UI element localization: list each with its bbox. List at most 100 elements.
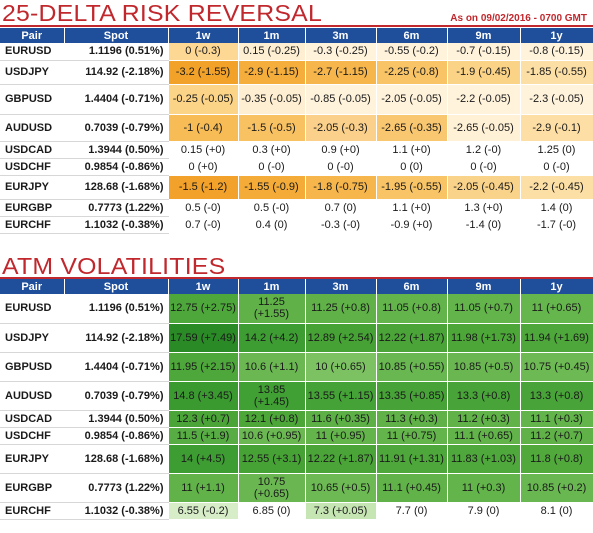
value-cell-1w: 11.5 (+1.9)	[168, 427, 239, 445]
value-text: 11.25 (+0.8)	[311, 302, 370, 315]
value-text: -0.8 (-0.15)	[529, 45, 584, 58]
table-row[interactable]: EURCHF 1.1032 (-0.38%) 6.55 (-0.2) 6.85 (0)…	[0, 502, 593, 520]
value-text: 0.15 (+0)	[180, 143, 226, 156]
value-text: -2.65 (-0.35)	[381, 121, 442, 134]
header-9m[interactable]: 9m	[447, 279, 521, 294]
table-row[interactable]: USDCHF 0.9854 (-0.86%) 0 (+0) 0 (-0) 0 (-0) 0…	[0, 158, 593, 176]
value-text: 11.83 (+1.03)	[451, 452, 516, 465]
value-cell-6m: -0.55 (-0.2)	[376, 43, 448, 61]
value-text: 11 (+0.95)	[315, 429, 366, 442]
pair-cell: USDCHF	[0, 158, 65, 176]
value-cell-1y: 11.2 (+0.7)	[520, 427, 593, 445]
table-row[interactable]: EURUSD 1.1196 (0.51%) 0 (-0.3) 0.15 (-0.25)…	[0, 43, 593, 61]
value-text: -1.95 (-0.55)	[381, 181, 442, 193]
spot-cell: 1.3944 (0.50%)	[64, 410, 169, 428]
value-cell-1y: 1.25 (0)	[520, 141, 593, 159]
table-row[interactable]: USDCAD 1.3944 (0.50%) 12.3 (+0.7) 12.1 (+0.…	[0, 410, 593, 428]
header-pair[interactable]: Pair	[0, 28, 65, 43]
value-text: -1.5 (-0.5)	[247, 121, 296, 134]
table-row[interactable]: AUDUSD 0.7039 (-0.79%) 14.8 (+3.45) 13.85 (…	[0, 381, 593, 411]
header-1y[interactable]: 1y	[520, 279, 593, 294]
value-cell-3m: 10 (+0.65)	[305, 352, 377, 382]
header-spot[interactable]: Spot	[64, 279, 169, 294]
table-row[interactable]: USDCAD 1.3944 (0.50%) 0.15 (+0) 0.3 (+0) 0.9…	[0, 141, 593, 159]
table-row[interactable]: GBPUSD 1.4404 (-0.71%) -0.25 (-0.05) -0.35 …	[0, 84, 593, 115]
value-cell-1m: 14.2 (+4.2)	[238, 323, 306, 353]
pair-cell: USDCAD	[0, 141, 65, 159]
header-1w[interactable]: 1w	[168, 279, 239, 294]
spot-cell: 1.4404 (-0.71%)	[64, 84, 169, 115]
value-text: 10.75 (+0.65)	[253, 475, 290, 500]
header-6m[interactable]: 6m	[376, 279, 448, 294]
value-text: 1.25 (0)	[537, 143, 576, 156]
pair-cell: USDJPY	[0, 323, 65, 353]
header-3m[interactable]: 3m	[305, 28, 377, 43]
value-cell-1w: -3.2 (-1.55)	[168, 60, 239, 85]
table-row[interactable]: EURCHF 1.1032 (-0.38%) 0.7 (-0) 0.4 (0) -0.3…	[0, 216, 593, 234]
value-text: 0.3 (+0)	[252, 143, 291, 156]
value-text: 6.85 (0)	[252, 504, 291, 517]
table-row[interactable]: AUDUSD 0.7039 (-0.79%) -1 (-0.4) -1.5 (-0.5…	[0, 114, 593, 142]
header-1m[interactable]: 1m	[238, 279, 306, 294]
value-cell-1y: -2.2 (-0.45)	[520, 175, 593, 200]
value-text: 11.3 (+0.3)	[385, 412, 438, 425]
value-cell-1y: 13.3 (+0.8)	[520, 381, 593, 411]
header-pair[interactable]: Pair	[0, 279, 65, 294]
value-text: -0.3 (-0.25)	[313, 45, 368, 58]
value-text: 0.4 (0)	[255, 218, 288, 231]
value-cell-1w: -1.5 (-1.2)	[168, 175, 239, 200]
header-1m[interactable]: 1m	[238, 28, 306, 43]
value-cell-6m: 10.85 (+0.55)	[376, 352, 448, 382]
value-cell-9m: 10.85 (+0.5)	[447, 352, 521, 382]
value-cell-9m: 11 (+0.3)	[447, 473, 521, 503]
spot-cell: 0.7039 (-0.79%)	[64, 114, 169, 142]
table-row[interactable]: USDJPY 114.92 (-2.18%) 17.59 (+7.49) 14.2 (…	[0, 323, 593, 353]
value-text: 10.6 (+1.1)	[244, 360, 299, 373]
value-text: 10.65 (+0.5)	[310, 481, 371, 494]
header-9m[interactable]: 9m	[447, 28, 521, 43]
value-text: 0.15 (-0.25)	[243, 45, 300, 58]
spot-cell: 0.7039 (-0.79%)	[64, 381, 169, 411]
value-cell-1m: -2.9 (-1.15)	[238, 60, 306, 85]
header-1w[interactable]: 1w	[168, 28, 239, 43]
value-cell-1y: 0 (-0)	[520, 158, 593, 176]
value-cell-1y: 11.1 (+0.3)	[520, 410, 593, 428]
table-row[interactable]: EURJPY 128.68 (-1.68%) 14 (+4.5) 12.55 (+3.…	[0, 444, 593, 474]
table-row[interactable]: EURGBP 0.7773 (1.22%) 0.5 (-0) 0.5 (-0) 0.7 …	[0, 199, 593, 217]
value-cell-1m: 10.6 (+0.95)	[238, 427, 306, 445]
table-row[interactable]: EURGBP 0.7773 (1.22%) 11 (+1.1) 10.75 (+0.6…	[0, 473, 593, 503]
value-text: 0.7 (0)	[324, 201, 357, 214]
value-text: -1.9 (-0.45)	[456, 66, 511, 78]
header-1y[interactable]: 1y	[520, 28, 593, 43]
value-text: -1.8 (-0.75)	[313, 181, 368, 193]
header-3m[interactable]: 3m	[305, 279, 377, 294]
value-cell-1m: 10.6 (+1.1)	[238, 352, 306, 382]
value-text: -2.05 (-0.05)	[381, 93, 442, 105]
value-text: -2.2 (-0.05)	[456, 93, 511, 105]
table-row[interactable]: EURUSD 1.1196 (0.51%) 12.75 (+2.75) 11.25 (…	[0, 294, 593, 324]
value-cell-1w: 11 (+1.1)	[168, 473, 239, 503]
value-cell-1w: 0 (+0)	[168, 158, 239, 176]
value-text: -1.55 (-0.9)	[244, 181, 299, 193]
value-text: 11 (+0.3)	[461, 481, 506, 494]
value-cell-3m: -0.3 (-0.25)	[305, 43, 377, 61]
pair-cell: GBPUSD	[0, 352, 65, 382]
header-spot[interactable]: Spot	[64, 28, 169, 43]
value-text: 0 (0)	[400, 160, 423, 173]
table-row[interactable]: USDCHF 0.9854 (-0.86%) 11.5 (+1.9) 10.6 (+0…	[0, 427, 593, 445]
table-row[interactable]: USDJPY 114.92 (-2.18%) -3.2 (-1.55) -2.9 (-…	[0, 60, 593, 85]
value-cell-1w: 0.15 (+0)	[168, 141, 239, 159]
spot-cell: 128.68 (-1.68%)	[64, 444, 169, 474]
value-text: 0 (-0.3)	[185, 45, 221, 58]
header-6m[interactable]: 6m	[376, 28, 448, 43]
value-text: 11.05 (+0.8)	[382, 302, 441, 315]
table-row[interactable]: EURJPY 128.68 (-1.68%) -1.5 (-1.2) -1.55 (-…	[0, 175, 593, 200]
value-cell-1w: 12.75 (+2.75)	[168, 294, 239, 324]
value-cell-1w: -1 (-0.4)	[168, 114, 239, 142]
table-row[interactable]: GBPUSD 1.4404 (-0.71%) 11.95 (+2.15) 10.6 (…	[0, 352, 593, 382]
value-text: 7.9 (0)	[467, 504, 500, 517]
value-cell-1m: -1.5 (-0.5)	[238, 114, 306, 142]
value-cell-9m: -0.7 (-0.15)	[447, 43, 521, 61]
value-text: 0.5 (-0)	[253, 201, 290, 214]
